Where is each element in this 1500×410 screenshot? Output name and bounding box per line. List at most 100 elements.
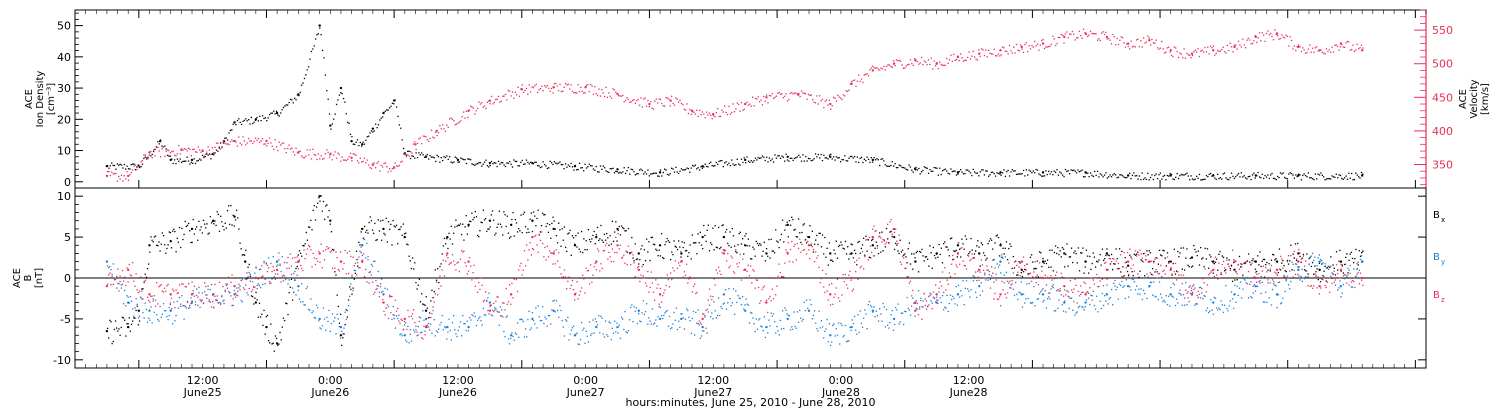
data-point bbox=[623, 101, 625, 103]
data-point bbox=[1006, 50, 1008, 53]
data-point bbox=[324, 74, 327, 76]
data-point bbox=[977, 240, 979, 242]
data-point bbox=[264, 117, 266, 119]
data-point bbox=[772, 161, 775, 163]
data-point bbox=[441, 314, 443, 317]
data-point bbox=[620, 95, 623, 97]
data-point bbox=[974, 250, 977, 252]
data-point bbox=[234, 292, 237, 294]
data-point bbox=[1172, 55, 1174, 58]
data-point bbox=[1153, 260, 1155, 262]
data-point bbox=[688, 252, 690, 254]
data-point bbox=[1184, 173, 1187, 175]
data-point bbox=[726, 113, 729, 116]
data-point bbox=[1261, 281, 1263, 284]
data-point bbox=[180, 148, 183, 150]
data-point bbox=[651, 236, 654, 238]
data-point bbox=[573, 169, 575, 171]
data-point bbox=[149, 301, 151, 303]
data-point bbox=[637, 98, 639, 101]
data-point bbox=[819, 327, 821, 329]
data-point bbox=[272, 342, 274, 344]
data-point bbox=[577, 343, 579, 345]
data-point bbox=[684, 168, 687, 171]
data-point bbox=[1298, 275, 1300, 277]
data-point bbox=[1276, 306, 1278, 309]
data-point bbox=[383, 162, 385, 165]
data-point bbox=[307, 154, 310, 156]
data-point bbox=[157, 146, 159, 149]
data-point bbox=[411, 152, 413, 154]
data-point bbox=[225, 227, 228, 229]
data-point bbox=[548, 223, 551, 226]
data-point bbox=[199, 149, 201, 151]
data-point bbox=[430, 300, 432, 302]
data-point bbox=[153, 295, 156, 297]
data-point bbox=[285, 278, 287, 280]
data-point bbox=[795, 235, 797, 238]
data-point bbox=[812, 251, 815, 253]
data-point bbox=[956, 293, 960, 296]
data-point bbox=[274, 278, 277, 280]
data-point bbox=[1188, 286, 1190, 288]
data-point bbox=[197, 304, 199, 306]
data-point bbox=[385, 217, 387, 220]
data-point bbox=[344, 101, 346, 103]
data-point bbox=[266, 119, 268, 122]
data-point bbox=[931, 302, 933, 304]
data-point bbox=[1254, 290, 1257, 292]
data-point bbox=[401, 319, 403, 322]
data-point bbox=[353, 278, 355, 280]
data-point bbox=[363, 225, 366, 228]
data-point bbox=[744, 235, 746, 237]
data-point bbox=[233, 225, 235, 227]
data-point bbox=[535, 307, 537, 309]
data-point bbox=[654, 322, 656, 324]
data-point bbox=[1032, 261, 1034, 263]
data-point bbox=[746, 270, 748, 273]
data-point bbox=[290, 278, 293, 281]
data-point bbox=[1230, 264, 1233, 266]
data-point bbox=[208, 153, 211, 155]
data-point bbox=[1273, 281, 1275, 283]
data-point bbox=[560, 273, 562, 275]
data-point bbox=[114, 320, 117, 322]
data-point bbox=[992, 259, 994, 261]
data-point bbox=[1252, 258, 1254, 260]
data-point bbox=[219, 302, 222, 304]
data-point bbox=[112, 340, 114, 343]
data-point bbox=[196, 288, 198, 290]
data-point bbox=[664, 312, 666, 314]
data-point bbox=[1255, 270, 1258, 273]
data-point bbox=[285, 151, 287, 154]
data-point bbox=[1311, 178, 1314, 180]
data-point bbox=[255, 266, 257, 268]
data-point bbox=[1166, 174, 1168, 177]
data-point bbox=[944, 306, 946, 308]
data-point bbox=[595, 93, 597, 95]
data-point bbox=[1155, 257, 1157, 259]
data-point bbox=[853, 79, 856, 81]
data-point bbox=[656, 325, 658, 327]
data-point bbox=[1060, 256, 1062, 258]
data-point bbox=[319, 27, 321, 29]
data-point bbox=[933, 60, 935, 62]
data-point bbox=[545, 225, 547, 228]
data-point bbox=[462, 111, 465, 113]
data-point bbox=[838, 96, 840, 98]
data-point bbox=[1049, 173, 1051, 175]
data-point bbox=[504, 93, 507, 95]
data-point bbox=[826, 247, 828, 250]
data-point bbox=[1271, 253, 1274, 256]
data-point bbox=[238, 283, 240, 286]
data-point bbox=[187, 147, 190, 150]
data-point bbox=[380, 164, 382, 166]
data-point bbox=[1027, 174, 1029, 176]
data-point bbox=[416, 288, 418, 290]
data-point bbox=[829, 344, 832, 347]
data-point bbox=[382, 293, 385, 296]
data-point bbox=[1332, 264, 1334, 266]
data-point bbox=[1177, 56, 1180, 59]
data-point bbox=[1339, 46, 1342, 48]
data-point bbox=[1009, 287, 1011, 289]
